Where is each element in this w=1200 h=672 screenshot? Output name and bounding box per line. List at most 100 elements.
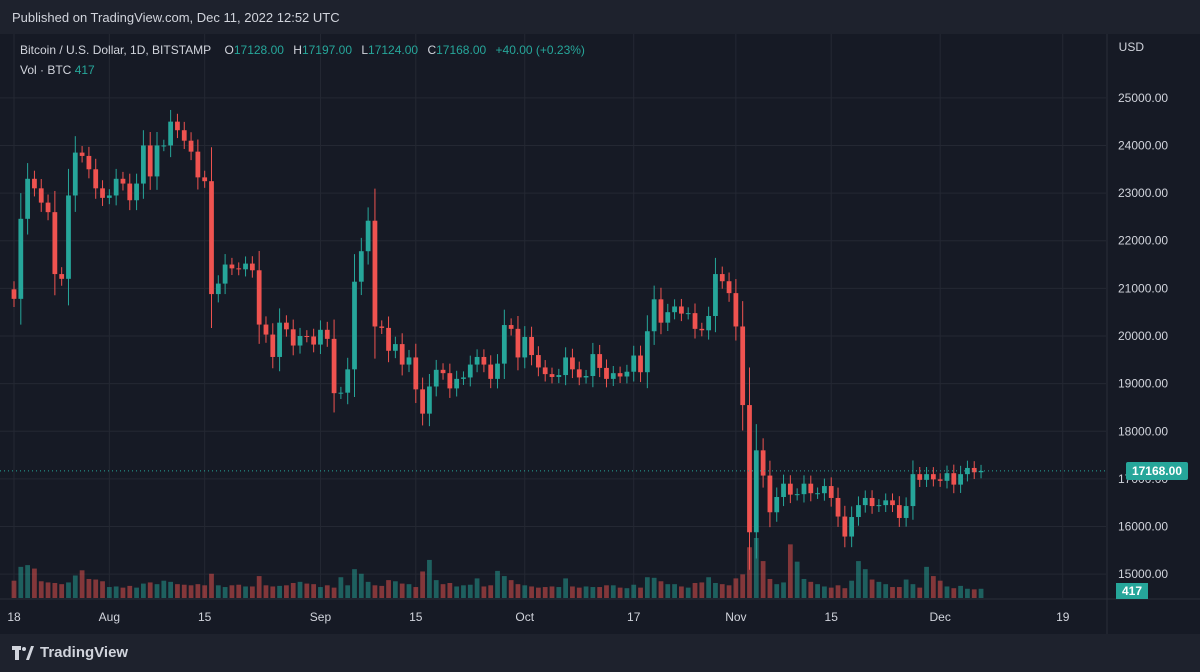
candle-body <box>134 183 139 201</box>
candle-body <box>72 152 78 196</box>
volume-bar <box>856 561 861 598</box>
candle-body <box>774 497 780 513</box>
candle-body <box>781 483 786 498</box>
candle-body <box>352 281 357 370</box>
candle-body <box>495 363 500 379</box>
y-tick-label: 22000.00 <box>1118 234 1168 248</box>
volume-bar <box>202 585 208 598</box>
volume-bar <box>106 587 112 598</box>
y-tick-label: 18000.00 <box>1118 424 1168 438</box>
candle-body <box>508 325 514 329</box>
candle-body <box>971 467 977 473</box>
volume-bar <box>406 584 412 598</box>
candle-body <box>576 369 582 378</box>
x-tick-label: Nov <box>725 610 746 624</box>
candle-body <box>413 357 419 390</box>
volume-bar <box>256 576 262 598</box>
volume-bar <box>849 580 855 598</box>
volume-bar <box>52 583 58 598</box>
volume-bar <box>461 585 466 598</box>
volume-bar <box>883 584 889 598</box>
volume-bar <box>774 584 780 598</box>
volume-bar <box>358 573 364 598</box>
candle-body <box>345 369 351 393</box>
volume-bar <box>249 586 255 598</box>
candle-body <box>733 293 739 327</box>
volume-bar <box>365 581 371 598</box>
footer: TradingView <box>0 634 1200 672</box>
candle-body <box>209 181 214 295</box>
volume-bar <box>100 581 105 598</box>
candle-body <box>801 483 807 495</box>
x-tick-label: 17 <box>627 610 641 624</box>
open-value: 17128.00 <box>233 43 284 57</box>
candle-body <box>175 121 180 131</box>
volume-bar <box>576 587 582 598</box>
tradingview-logo[interactable]: TradingView <box>12 644 128 661</box>
candle-body <box>399 344 405 365</box>
volume-bar <box>181 584 187 598</box>
y-tick-label: 25000.00 <box>1118 91 1168 105</box>
candle-body <box>692 313 698 329</box>
tradingview-logo-icon <box>12 645 34 660</box>
volume-bar <box>590 587 596 598</box>
y-tick-label: 15000.00 <box>1118 567 1168 581</box>
candle-body <box>917 474 923 480</box>
volume-bar <box>113 586 119 598</box>
low-value: 17124.00 <box>368 43 419 57</box>
volume-bar <box>835 585 841 598</box>
candle-body <box>106 195 112 198</box>
candle-body <box>168 121 174 146</box>
volume-bar <box>767 578 773 598</box>
volume-bar <box>638 587 643 598</box>
volume-bar <box>842 588 848 598</box>
volume-bar <box>570 586 575 598</box>
candle-body <box>358 251 364 282</box>
chart-panel[interactable]: 15000.0016000.0017000.0018000.0019000.00… <box>0 34 1200 634</box>
volume-bar <box>147 582 153 598</box>
y-tick-label: 21000.00 <box>1118 281 1168 295</box>
candle-body <box>903 506 909 518</box>
candle-body <box>978 470 984 473</box>
publish-bar: Published on TradingView.com, Dec 11, 20… <box>0 0 1200 34</box>
candle-body <box>679 306 684 314</box>
volume-bar <box>72 575 78 598</box>
candle-body <box>624 371 630 377</box>
currency-label[interactable]: USD <box>1118 40 1144 54</box>
volume-label[interactable]: Vol · BTC <box>20 63 72 77</box>
volume-bar <box>297 581 303 598</box>
candle-body <box>249 263 255 271</box>
volume-bar <box>726 585 732 598</box>
candle-body <box>331 338 337 394</box>
y-tick-label: 16000.00 <box>1118 520 1168 534</box>
candle-body <box>862 497 868 506</box>
close-key: C <box>427 43 437 57</box>
volume-bar <box>869 579 875 598</box>
volume-bar <box>32 568 37 598</box>
volume-bar <box>243 586 248 598</box>
volume-bar <box>631 584 637 598</box>
candle-body <box>631 355 637 372</box>
volume-bar <box>175 584 180 598</box>
volume-bar <box>685 587 691 598</box>
volume-bar <box>508 580 514 598</box>
volume-bar <box>161 580 167 598</box>
volume-bar <box>467 584 473 598</box>
symbol-title[interactable]: Bitcoin / U.S. Dollar, 1D, BITSTAMP <box>20 43 212 57</box>
candle-body <box>141 145 146 184</box>
volume-bar <box>610 585 616 598</box>
candle-body <box>433 369 439 387</box>
volume-bar <box>815 584 820 598</box>
volume-bar <box>740 574 746 598</box>
volume-bar <box>522 585 528 598</box>
volume-bar <box>495 570 500 598</box>
volume-bar <box>706 577 712 598</box>
candle-body <box>86 155 92 170</box>
candle-body <box>454 378 460 389</box>
x-tick-label: 15 <box>409 610 423 624</box>
price-chart[interactable]: 15000.0016000.0017000.0018000.0019000.00… <box>0 34 1200 634</box>
volume-bar <box>120 587 126 598</box>
volume-bar <box>549 586 555 598</box>
candle-body <box>147 145 153 177</box>
candle-body <box>760 450 766 476</box>
